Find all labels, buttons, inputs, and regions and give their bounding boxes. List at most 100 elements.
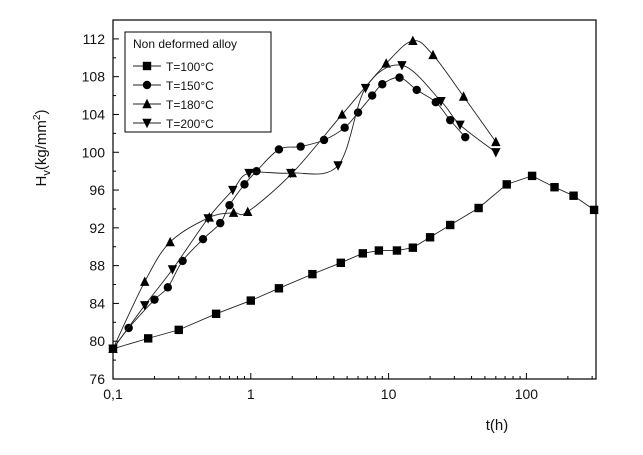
data-point [286, 168, 296, 179]
y-axis-label: Hv(kg/mm2) [32, 110, 53, 187]
data-point [178, 256, 187, 266]
legend-label: T=100°C [166, 60, 214, 74]
data-point [353, 108, 363, 117]
data-point [240, 180, 249, 189]
data-point [246, 296, 255, 305]
y-tick-label: 84 [89, 295, 105, 311]
legend-entry: T=100°C [133, 60, 214, 74]
data-point [216, 218, 225, 228]
series-triangle-down [108, 61, 501, 354]
x-tick-label: 1 [247, 386, 255, 402]
data-point [446, 220, 455, 230]
data-point [108, 344, 118, 354]
legend-entry: T=150°C [133, 79, 214, 93]
data-point [337, 109, 347, 119]
data-point [243, 206, 253, 216]
data-point [308, 269, 317, 279]
y-tick-label: 100 [82, 144, 106, 160]
y-axis-label-sup: 2 [32, 114, 43, 120]
legend-marker [142, 118, 152, 129]
y-axis-label-close: ) [33, 110, 50, 115]
legend-marker [142, 98, 152, 109]
y-axis-ticks: 76 80 84 88 92 96 100 104 108 112 [82, 31, 119, 387]
data-point [408, 35, 418, 45]
data-point [198, 234, 208, 244]
data-point [167, 265, 178, 275]
data-point [319, 135, 329, 145]
data-point [550, 183, 559, 192]
legend-marker [142, 61, 152, 71]
series-line [112, 77, 466, 350]
data-point [340, 123, 349, 132]
x-axis-label: t(h) [486, 417, 509, 434]
x-axis-ticks: 0,1 1 10 100 [103, 373, 593, 402]
data-point [458, 91, 469, 101]
y-tick-label: 96 [89, 182, 105, 198]
legend-label: T=200°C [166, 117, 214, 131]
x-tick-label: 100 [515, 386, 539, 402]
data-point [374, 246, 384, 255]
data-point [140, 276, 150, 286]
y-tick-label: 80 [89, 333, 105, 349]
data-point [211, 309, 221, 319]
y-tick-label: 88 [89, 258, 105, 274]
data-point [502, 180, 511, 189]
data-point [228, 185, 238, 196]
legend-entries: T=100°C T=150°C T=180°C T=200°C [133, 60, 214, 131]
y-tick-label: 108 [82, 69, 106, 85]
y-tick-label: 76 [89, 371, 105, 387]
y-axis-label-main: H [33, 176, 50, 187]
data-point [527, 171, 537, 181]
data-point [140, 301, 150, 311]
data-point [274, 145, 284, 154]
data-point [395, 73, 404, 82]
x-tick-label: 0,1 [103, 386, 123, 402]
y-tick-label: 92 [89, 220, 105, 236]
data-point [412, 85, 421, 95]
series-layer [108, 35, 599, 354]
y-axis-label-sub: v [41, 170, 53, 176]
y-axis-label-unit: (kg/mm [33, 120, 50, 170]
legend-title: Non deformed alloy [133, 37, 237, 51]
legend-marker [142, 80, 152, 90]
data-point [367, 91, 377, 100]
data-point [358, 249, 368, 258]
data-point [589, 205, 599, 215]
legend-label: T=150°C [166, 79, 214, 93]
data-point [174, 325, 183, 335]
data-point [425, 233, 435, 242]
plot-frame [112, 19, 597, 380]
legend-entry: T=200°C [133, 117, 214, 131]
data-point [491, 136, 501, 147]
data-point [203, 214, 213, 224]
y-tick-label: 104 [82, 106, 106, 122]
data-point [381, 58, 391, 68]
series-line [112, 175, 595, 350]
data-point [397, 61, 407, 71]
data-point [143, 334, 153, 343]
data-point [336, 258, 346, 267]
data-point [378, 80, 387, 89]
data-point [569, 191, 578, 200]
data-point [408, 243, 418, 252]
data-point [244, 168, 254, 179]
data-point [150, 295, 159, 304]
legend: Non deformed alloy T=100°C T=150°C T=180°C… [124, 31, 272, 133]
data-point [436, 97, 446, 107]
x-tick-label: 10 [381, 386, 397, 402]
data-point [392, 246, 402, 255]
data-point [228, 207, 239, 217]
data-point [225, 200, 234, 210]
data-point [446, 115, 455, 125]
data-point [455, 120, 465, 131]
y-tick-label: 112 [83, 31, 106, 47]
data-point [491, 148, 501, 158]
data-point [333, 161, 343, 171]
legend-label: T=180°C [166, 98, 214, 112]
legend-entry: T=180°C [133, 98, 214, 112]
data-point [360, 83, 371, 94]
data-point [474, 203, 483, 213]
data-point [296, 142, 305, 151]
data-point [461, 132, 470, 142]
